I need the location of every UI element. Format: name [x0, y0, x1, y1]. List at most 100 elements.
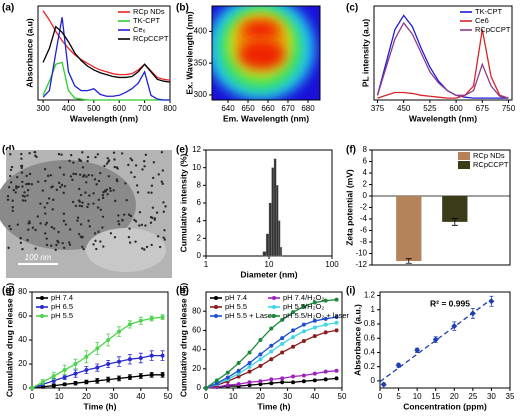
- nanoparticle: [11, 199, 14, 202]
- nanoparticle: [54, 248, 57, 252]
- data-point: [84, 354, 89, 359]
- x-axis-label: Wavelength (nm): [70, 113, 138, 123]
- legend-marker: [272, 296, 276, 300]
- x-tick-label: 10: [413, 392, 422, 401]
- nanoparticle: [127, 163, 130, 167]
- data-point: [117, 376, 122, 381]
- data-point: [334, 328, 339, 333]
- nanoparticle: [106, 156, 109, 160]
- nanoparticle: [134, 220, 138, 223]
- nanoparticle: [57, 181, 61, 185]
- nanoparticle: [10, 165, 14, 169]
- y-axis-label: Zeta potential (mV): [344, 169, 354, 246]
- legend-label: pH 5.5/H₂O₂: [283, 302, 324, 311]
- nanoparticle: [21, 247, 24, 251]
- nanoparticle: [55, 243, 58, 247]
- nanoparticle: [19, 237, 22, 240]
- y-axis-label: PL intensity (a.u): [360, 19, 370, 87]
- nanoparticle: [39, 202, 42, 205]
- nanoparticle: [36, 180, 40, 183]
- data-point: [117, 359, 122, 364]
- nanoparticle: [158, 245, 162, 249]
- bar: [396, 196, 422, 261]
- data-point: [127, 357, 132, 362]
- data-point: [73, 381, 78, 386]
- nanoparticle: [51, 208, 54, 211]
- y-tick-label: 0: [23, 383, 28, 392]
- nanoparticle: [68, 241, 71, 244]
- nanoparticle: [43, 167, 47, 171]
- nanoparticle: [77, 199, 81, 202]
- nanoparticle: [20, 171, 24, 174]
- nanoparticle: [150, 243, 153, 247]
- x-tick-label: 800: [163, 104, 177, 113]
- y-tick-label: 20: [192, 364, 201, 373]
- nanoparticle: [17, 185, 20, 189]
- histogram-bar: [278, 220, 281, 257]
- x-tick-label: 20: [450, 392, 459, 401]
- nanoparticle: [45, 221, 49, 224]
- nanoparticle: [12, 188, 15, 192]
- legend-label: pH 7.4: [51, 293, 73, 302]
- annotation: R² = 0.995: [430, 298, 470, 308]
- data-point: [62, 375, 67, 380]
- nanoparticle: [90, 174, 94, 177]
- nanoparticle: [59, 185, 62, 189]
- data-point: [269, 357, 274, 362]
- data-point: [117, 329, 122, 334]
- nanoparticle: [138, 224, 141, 227]
- x-tick-label: 675: [476, 104, 490, 113]
- legend-label: pH 5.5/H₂O₂ + laser: [283, 311, 350, 320]
- nanoparticle: [105, 188, 109, 191]
- x-axis-label: Concentration (ppm): [403, 401, 487, 411]
- nanoparticle: [87, 219, 90, 223]
- nanoparticle: [80, 205, 84, 208]
- nanoparticle: [51, 185, 54, 188]
- nanoparticle: [24, 199, 27, 202]
- nanoparticle: [87, 173, 90, 177]
- nanoparticle: [21, 194, 25, 198]
- y-tick-label: -6: [360, 226, 368, 235]
- y-tick-label: 300: [194, 90, 208, 99]
- nanoparticle: [127, 213, 131, 216]
- data-point: [323, 316, 328, 321]
- nanoparticle: [62, 246, 66, 249]
- nanoparticle: [93, 232, 97, 235]
- x-tick-label: 300: [36, 104, 50, 113]
- nanoparticle: [97, 198, 100, 201]
- data-point: [280, 341, 285, 346]
- data-point: [247, 380, 252, 385]
- nanoparticle: [20, 166, 23, 170]
- x-tick-label: 15: [431, 392, 440, 401]
- nanoparticle: [107, 175, 111, 178]
- y-tick-label: 60: [192, 326, 201, 335]
- y-tick-label: 0: [363, 191, 368, 200]
- nanoparticle: [143, 160, 146, 163]
- nanoparticle: [135, 184, 139, 187]
- nanoparticle: [92, 192, 95, 195]
- y-tick-label: 6: [363, 157, 368, 166]
- nanoparticle: [162, 201, 165, 204]
- heatmap-image: [212, 6, 320, 100]
- y-tick-label: -8: [360, 237, 368, 246]
- nanoparticle: [164, 205, 167, 208]
- data-point: [258, 379, 263, 384]
- nanoparticle: [105, 162, 109, 165]
- nanoparticle: [46, 174, 50, 178]
- nanoparticle: [162, 210, 165, 213]
- data-point: [323, 330, 328, 335]
- series-line: [42, 25, 171, 83]
- x-tick-label: 5: [396, 392, 401, 401]
- nanoparticle: [95, 183, 98, 186]
- y-axis-label: Absorbance (a.u): [24, 18, 34, 88]
- x-tick-label: 0: [378, 392, 383, 401]
- data-point: [214, 381, 219, 386]
- nanoparticle: [45, 243, 49, 247]
- nanoparticle: [82, 175, 85, 178]
- legend-label: TK-CPT: [133, 16, 161, 25]
- nanoparticle: [23, 191, 26, 194]
- y-tick-label: -10: [355, 249, 367, 258]
- data-point: [149, 372, 154, 377]
- y-tick-label: 1.2: [364, 291, 376, 300]
